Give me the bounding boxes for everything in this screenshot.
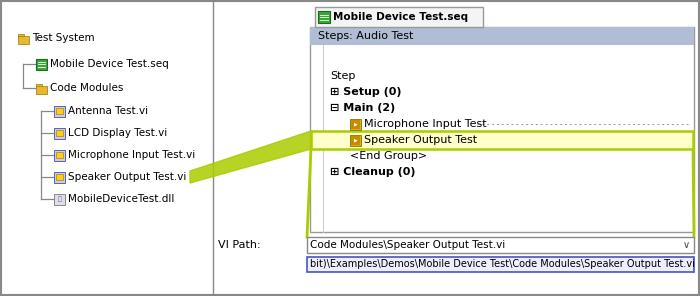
Text: ⊟ Main (2): ⊟ Main (2)	[330, 103, 396, 113]
FancyBboxPatch shape	[54, 128, 65, 139]
Text: Code Modules\Speaker Output Test.vi: Code Modules\Speaker Output Test.vi	[310, 240, 505, 250]
FancyBboxPatch shape	[351, 136, 360, 144]
Text: ▶: ▶	[354, 138, 358, 142]
FancyBboxPatch shape	[315, 7, 483, 27]
Text: Microphone Input Test.vi: Microphone Input Test.vi	[68, 150, 195, 160]
FancyBboxPatch shape	[18, 36, 29, 44]
FancyBboxPatch shape	[351, 120, 360, 128]
FancyBboxPatch shape	[318, 11, 330, 23]
FancyBboxPatch shape	[57, 174, 62, 180]
Text: MobileDeviceTest.dll: MobileDeviceTest.dll	[68, 194, 174, 204]
FancyBboxPatch shape	[36, 59, 47, 70]
Text: ⊞ Cleanup (0): ⊞ Cleanup (0)	[330, 167, 416, 177]
Text: Speaker Output Test.vi: Speaker Output Test.vi	[68, 172, 186, 182]
FancyBboxPatch shape	[36, 84, 41, 87]
Polygon shape	[190, 131, 311, 183]
FancyBboxPatch shape	[57, 108, 62, 114]
Text: LCD Display Test.vi: LCD Display Test.vi	[68, 128, 167, 138]
FancyBboxPatch shape	[54, 149, 65, 160]
FancyBboxPatch shape	[57, 152, 62, 158]
Text: Mobile Device Test.seq: Mobile Device Test.seq	[333, 12, 468, 22]
Text: Step: Step	[330, 71, 356, 81]
FancyBboxPatch shape	[350, 134, 361, 146]
FancyBboxPatch shape	[350, 118, 361, 130]
FancyBboxPatch shape	[54, 194, 65, 205]
Text: bit)\Examples\Demos\Mobile Device Test\Code Modules\Speaker Output Test.vi: bit)\Examples\Demos\Mobile Device Test\C…	[310, 259, 695, 269]
Text: Steps: Audio Test: Steps: Audio Test	[318, 31, 414, 41]
FancyBboxPatch shape	[307, 257, 694, 271]
Text: ⛓: ⛓	[57, 196, 62, 202]
FancyBboxPatch shape	[36, 86, 47, 94]
FancyBboxPatch shape	[310, 27, 694, 232]
FancyBboxPatch shape	[57, 130, 62, 136]
Text: <End Group>: <End Group>	[350, 151, 427, 161]
FancyBboxPatch shape	[310, 27, 694, 45]
Text: Speaker Output Test: Speaker Output Test	[364, 135, 477, 145]
FancyBboxPatch shape	[54, 105, 65, 117]
Text: Code Modules: Code Modules	[50, 83, 123, 93]
Text: ▶: ▶	[354, 121, 358, 126]
Text: Test System: Test System	[32, 33, 94, 43]
FancyBboxPatch shape	[311, 131, 693, 149]
Text: Mobile Device Test.seq: Mobile Device Test.seq	[50, 59, 169, 69]
Text: VI Path:: VI Path:	[218, 240, 260, 250]
Text: ∨: ∨	[682, 240, 690, 250]
Text: Microphone Input Test: Microphone Input Test	[364, 119, 486, 129]
Text: ⊞ Setup (0): ⊞ Setup (0)	[330, 87, 402, 97]
Text: Antenna Test.vi: Antenna Test.vi	[68, 106, 148, 116]
FancyBboxPatch shape	[307, 237, 694, 253]
FancyBboxPatch shape	[18, 34, 24, 38]
FancyBboxPatch shape	[54, 171, 65, 183]
